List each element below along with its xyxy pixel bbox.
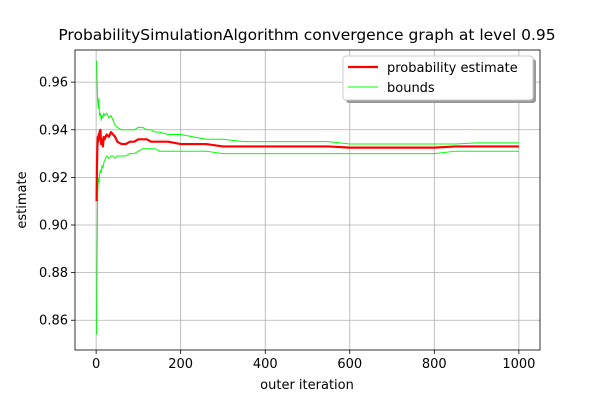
x-tick-label: 400 (253, 357, 278, 372)
legend-label-bounds: bounds (387, 81, 435, 96)
x-axis: 0 200 400 600 800 1000 (92, 350, 535, 372)
y-axis-title: estimate (15, 171, 30, 228)
y-tick-label: 0.90 (39, 219, 68, 234)
legend: probability estimate bounds (342, 55, 536, 103)
probability-estimate-line (95, 128, 519, 202)
plot-frame (74, 49, 541, 351)
x-tick-label: 800 (422, 357, 447, 372)
x-axis-title: outer iteration (260, 378, 354, 393)
y-tick-label: 0.92 (39, 171, 68, 186)
series-layer (95, 60, 519, 335)
x-tick-label: 600 (337, 357, 362, 372)
x-tick-label: 1000 (502, 357, 535, 372)
y-tick-label: 0.94 (39, 123, 68, 138)
x-tick-label: 0 (92, 357, 100, 372)
chart-title: ProbabilitySimulationAlgorithm convergen… (58, 26, 555, 44)
legend-label-probability-estimate: probability estimate (387, 61, 518, 76)
legend-box (342, 55, 534, 101)
grid (75, 50, 540, 350)
y-tick-label: 0.86 (39, 314, 68, 329)
lower-bound-line (96, 148, 519, 335)
upper-bound-line (96, 60, 519, 145)
y-tick-label: 0.96 (39, 76, 68, 91)
y-axis: 0.86 0.88 0.90 0.92 0.94 0.96 (39, 76, 75, 329)
y-tick-label: 0.88 (39, 266, 68, 281)
x-tick-label: 200 (168, 357, 193, 372)
